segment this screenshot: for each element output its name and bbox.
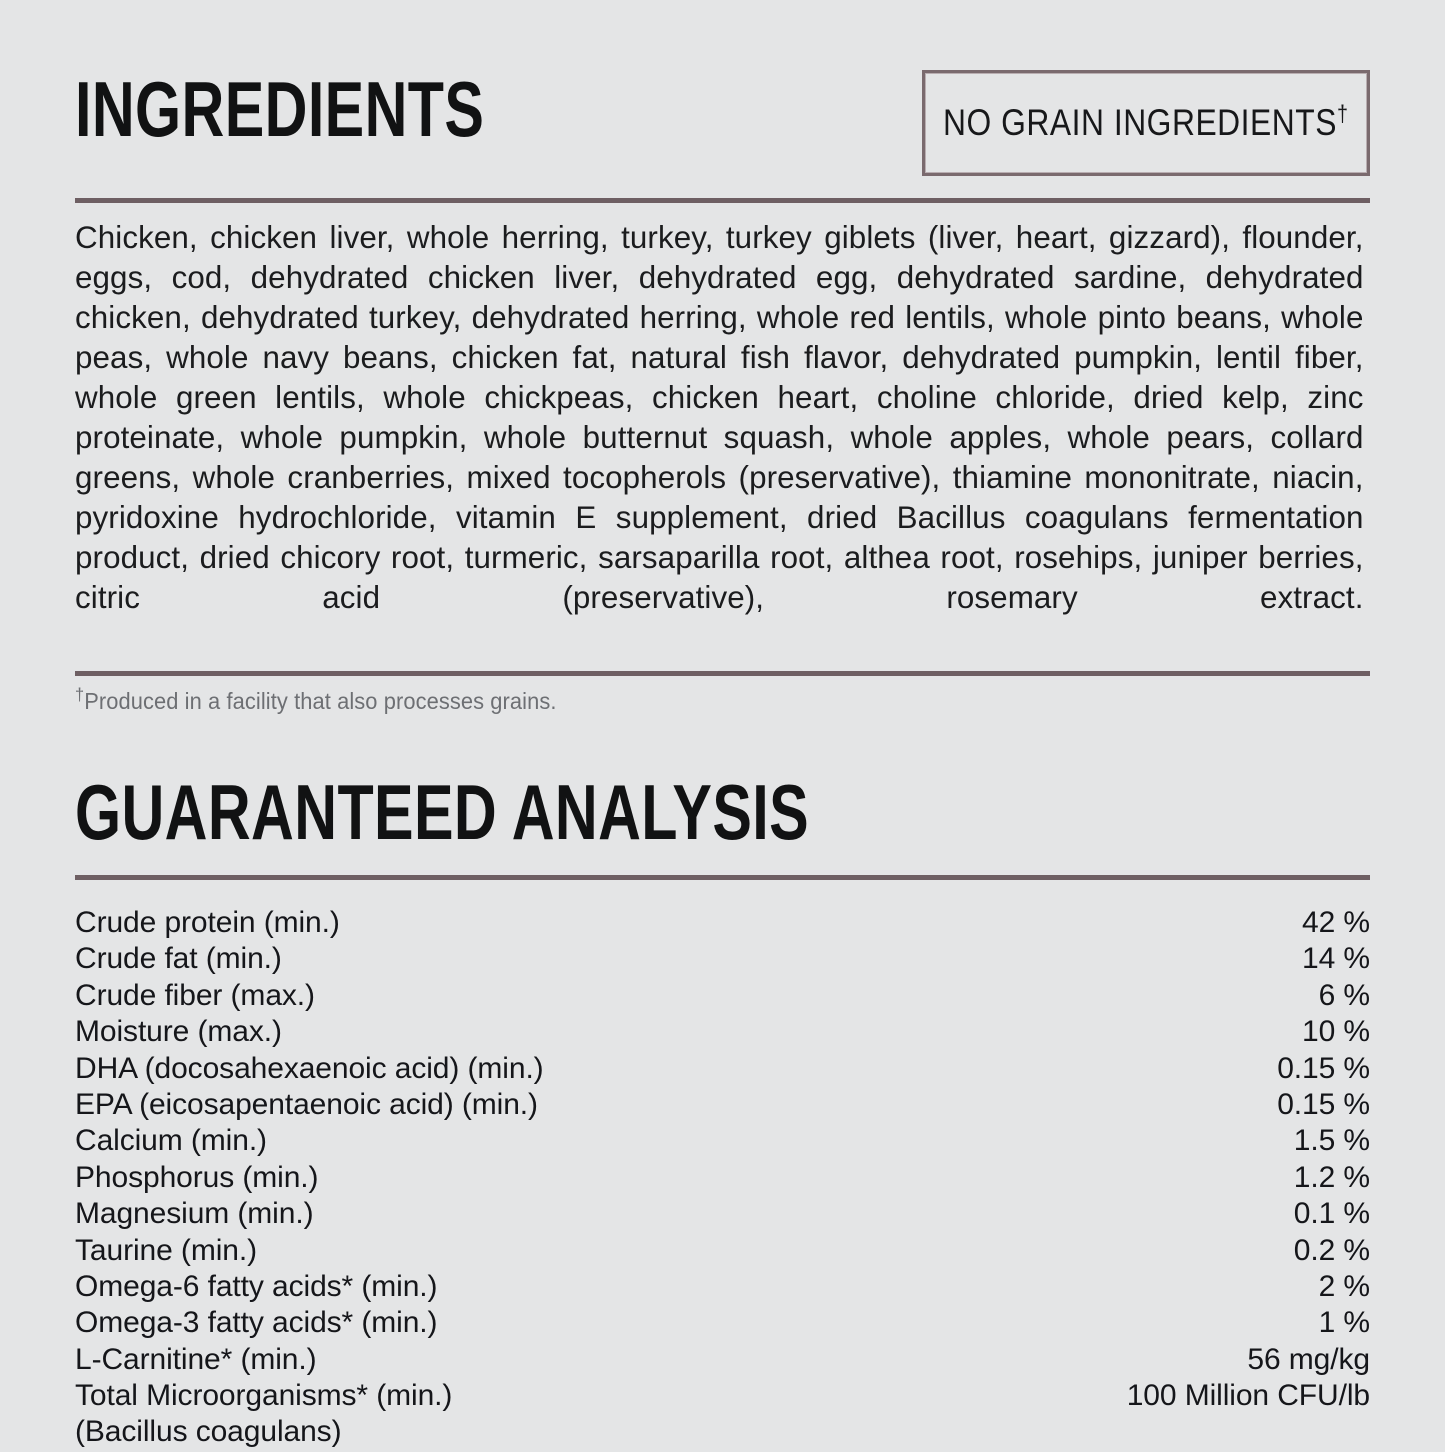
badge-label: NO GRAIN INGREDIENTS† [943, 102, 1348, 144]
nutrient-value: 0.15 % [1277, 1051, 1370, 1085]
nutrient-value: 0.15 % [1277, 1087, 1370, 1121]
guaranteed-analysis-row: Moisture (max.) 10 % [75, 1015, 1370, 1051]
guaranteed-analysis-header: GUARANTEED ANALYSIS [75, 715, 1370, 851]
guaranteed-analysis-row: Omega-6 fatty acids* (min.) 2 % [75, 1270, 1370, 1306]
guaranteed-analysis-row: Magnesium (min.) 0.1 % [75, 1197, 1370, 1233]
nutrient-label: Crude fiber (max.) [75, 978, 315, 1012]
nutrient-label: Moisture (max.) [75, 1015, 282, 1049]
nutrient-label: Crude protein (min.) [75, 906, 340, 939]
page-title-guaranteed-analysis: GUARANTEED ANALYSIS [75, 768, 810, 856]
badge-dagger-marker: † [1337, 100, 1349, 127]
nutrient-value: 10 % [1302, 1015, 1370, 1049]
badge-label-text: NO GRAIN INGREDIENTS [943, 102, 1338, 143]
guaranteed-analysis-row: L-Carnitine* (min.) 56 mg/kg [75, 1343, 1370, 1379]
nutrient-label: DHA (docosahexaenoic acid) (min.) [75, 1051, 544, 1085]
nutrient-label: Magnesium (min.) [75, 1197, 314, 1231]
nutrient-label: Total Microorganisms* (min.) [75, 1379, 453, 1413]
nutrient-label: Crude fat (min.) [75, 942, 282, 976]
ingredients-divider-bottom [75, 671, 1370, 676]
guaranteed-analysis-row: Crude fiber (max.) 6 % [75, 979, 1370, 1015]
ingredients-footnote: †Produced in a facility that also proces… [75, 686, 1305, 715]
footnote-text: Produced in a facility that also process… [84, 688, 557, 714]
ingredients-header: INGREDIENTS NO GRAIN INGREDIENTS† [75, 0, 1370, 176]
nutrient-value: 14 % [1302, 942, 1370, 976]
guaranteed-analysis-row: Crude protein (min.) 42 % [75, 906, 1370, 942]
guaranteed-analysis-row: (Bacillus coagulans) [75, 1415, 1370, 1451]
nutrient-label: L-Carnitine* (min.) [75, 1342, 317, 1376]
nutrient-value: 2 % [1318, 1269, 1371, 1303]
nutrient-label: Taurine (min.) [75, 1233, 257, 1267]
guaranteed-analysis-row: Total Microorganisms* (min.) 100 Million … [75, 1379, 1370, 1415]
nutrient-label: Phosphorus (min.) [75, 1160, 319, 1194]
guaranteed-analysis-divider [75, 875, 1370, 880]
guaranteed-analysis-table: Crude protein (min.) 42 % Crude fat (min.)… [75, 906, 1370, 1452]
footnote-dagger-marker: † [75, 684, 85, 705]
guaranteed-analysis-row: Omega-3 fatty acids* (min.) 1 % [75, 1306, 1370, 1342]
guaranteed-analysis-row: Calcium (min.) 1.5 % [75, 1124, 1370, 1160]
nutrient-label: EPA (eicosapentaenoic acid) (min.) [75, 1087, 538, 1121]
nutrient-label: Omega-3 fatty acids* (min.) [75, 1306, 438, 1340]
nutrient-value: 100 Million CFU/lb [1126, 1379, 1370, 1413]
page-title-ingredients: INGREDIENTS [75, 65, 485, 153]
nutrient-value: 1 % [1318, 1306, 1371, 1340]
badge-inner-frame: NO GRAIN INGREDIENTS† [925, 73, 1367, 173]
nutrient-value: 1.2 % [1293, 1160, 1370, 1194]
guaranteed-analysis-row: Crude fat (min.) 14 % [75, 942, 1370, 978]
ingredients-divider-top [75, 198, 1370, 203]
nutrient-label: (Bacillus coagulans) [75, 1415, 342, 1449]
nutrient-value: 0.1 % [1293, 1197, 1370, 1231]
nutrient-value: 1.5 % [1293, 1124, 1370, 1158]
nutrient-label: Omega-6 fatty acids* (min.) [75, 1269, 438, 1303]
nutrient-value: 0.2 % [1293, 1233, 1370, 1267]
nutrient-label: Calcium (min.) [75, 1124, 267, 1158]
nutrient-value: 42 % [1302, 906, 1370, 939]
guaranteed-analysis-row: EPA (eicosapentaenoic acid) (min.) 0.15 % [75, 1088, 1370, 1124]
guaranteed-analysis-row: DHA (docosahexaenoic acid) (min.) 0.15 % [75, 1052, 1370, 1088]
ingredients-list-text: Chicken, chicken liver, whole herring, t… [75, 219, 1364, 615]
nutrient-value: 56 mg/kg [1247, 1342, 1370, 1376]
guaranteed-analysis-row: Taurine (min.) 0.2 % [75, 1234, 1370, 1270]
nutrient-value: 6 % [1318, 978, 1371, 1012]
no-grain-ingredients-badge: NO GRAIN INGREDIENTS† [922, 70, 1370, 176]
guaranteed-analysis-row: Phosphorus (min.) 1.2 % [75, 1161, 1370, 1197]
